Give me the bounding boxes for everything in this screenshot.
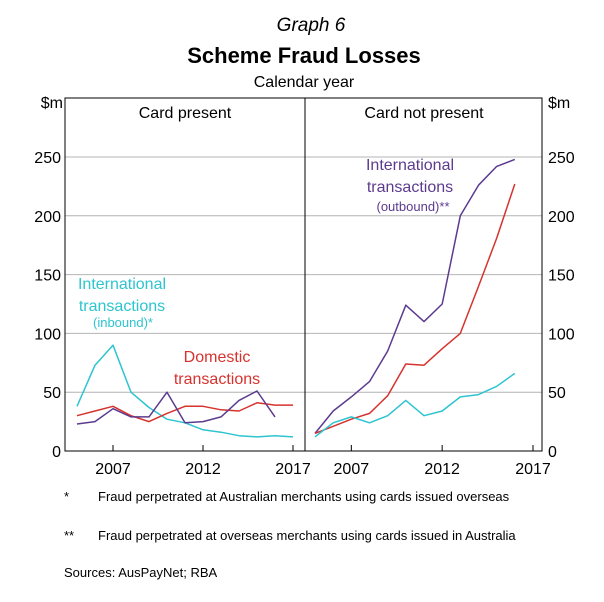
x-tick-label: 2012 — [424, 461, 460, 478]
gridlines — [65, 156, 542, 393]
panel-title-card-not-present: Card not present — [364, 105, 484, 122]
panel-title-card-present: Card present — [139, 105, 232, 122]
footnote-2-mark: ** — [64, 528, 75, 543]
y-tick-label-left: 250 — [34, 150, 61, 167]
x-tick-label: 2017 — [515, 461, 551, 478]
series-label: Domestic — [184, 349, 251, 366]
plot-frame — [64, 97, 543, 452]
series-lines — [76, 158, 516, 438]
right-axis-unit: $m — [548, 95, 570, 112]
x-tick-label: 2007 — [334, 461, 370, 478]
series-label: transactions — [367, 179, 453, 196]
x-tick-label: 2012 — [185, 461, 221, 478]
series-label: transactions — [79, 298, 165, 315]
y-tick-label-right: 100 — [548, 326, 575, 343]
y-tick-label-left: 200 — [34, 209, 61, 226]
series-line-0-2 — [76, 390, 276, 425]
footnote-1-text: Fraud perpetrated at Australian merchant… — [98, 489, 510, 504]
series-labels: Internationaltransactions(inbound)*Domes… — [78, 157, 454, 388]
y-tick-label-left: 50 — [43, 385, 61, 402]
y-tick-label-right: 250 — [548, 150, 575, 167]
y-tick-label-left: 100 — [34, 326, 61, 343]
series-line-1-0 — [314, 158, 516, 434]
y-tick-label-right: 150 — [548, 268, 575, 285]
left-axis-unit: $m — [41, 95, 63, 112]
footnote-2-text: Fraud perpetrated at overseas merchants … — [98, 528, 516, 543]
graph-number: Graph 6 — [277, 15, 346, 36]
chart-title: Scheme Fraud Losses — [187, 43, 421, 68]
series-label: transactions — [174, 371, 260, 388]
sources: Sources: AusPayNet; RBA — [64, 565, 218, 580]
y-tick-label-right: 0 — [548, 444, 557, 461]
series-label-note: (inbound)* — [93, 315, 153, 330]
footnote-1-mark: * — [64, 489, 70, 504]
series-line-1-2 — [314, 372, 516, 438]
y-tick-label-left: 0 — [52, 444, 61, 461]
series-label: International — [366, 157, 454, 174]
series-line-1-1 — [314, 183, 516, 435]
series-label: International — [78, 276, 166, 293]
y-tick-label-left: 150 — [34, 268, 61, 285]
x-tick-label: 2007 — [95, 461, 131, 478]
chart-subtitle: Calendar year — [254, 74, 355, 91]
series-line-0-1 — [76, 402, 293, 423]
x-tick-label: 2017 — [275, 461, 311, 478]
series-label-note: (outbound)** — [377, 199, 450, 214]
y-tick-label-right: 200 — [548, 209, 575, 226]
y-tick-label-right: 50 — [548, 385, 566, 402]
